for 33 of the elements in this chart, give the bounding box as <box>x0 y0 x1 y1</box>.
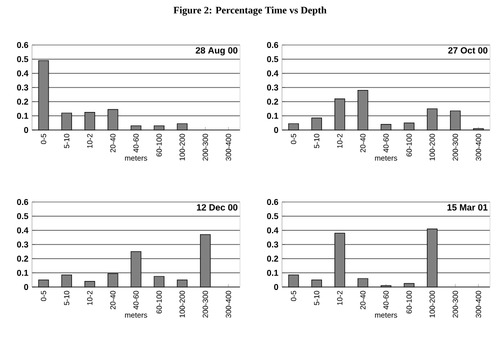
y-tick-label: 0 <box>274 127 278 133</box>
y-tick-label: 0 <box>274 284 278 290</box>
y-tick-label: 0.3 <box>267 84 278 90</box>
y-tick-label: 0.2 <box>17 256 28 262</box>
y-tick-label: 0.5 <box>267 213 278 220</box>
chart-subtitle: 12 Dec 00 <box>196 204 238 211</box>
y-tick-label: 0 <box>24 284 28 290</box>
y-tick-label: 0.3 <box>17 84 28 90</box>
y-tick-label: 0.4 <box>17 70 28 76</box>
chart-title: Figure 2: Percentage Time vs Depth <box>174 6 327 16</box>
y-tick-label: 0.4 <box>267 227 278 234</box>
y-tick-label: 0.3 <box>17 242 28 248</box>
y-tick-label: 0.6 <box>17 42 28 48</box>
y-tick-label: 0.1 <box>267 112 278 119</box>
y-tick-label: 0.6 <box>267 42 278 48</box>
y-tick-label: 0.3 <box>267 242 278 248</box>
y-tick-label: 0.6 <box>17 199 28 205</box>
y-tick-label: 0.2 <box>17 98 28 105</box>
y-tick-label: 0.1 <box>17 270 28 276</box>
y-tick-label: 0.1 <box>267 270 278 276</box>
y-tick-label: 0.6 <box>267 199 278 205</box>
chart-subtitle: 28 Aug 00 <box>196 47 238 56</box>
y-tick-label: 0.5 <box>17 213 28 220</box>
chart-subtitle: 27 Oct 00 <box>448 47 488 54</box>
y-tick-label: 0.5 <box>17 56 28 62</box>
y-tick-label: 0.2 <box>267 98 278 105</box>
chart-subtitle: 15 Mar 01 <box>447 204 488 211</box>
y-tick-label: 0 <box>24 127 28 133</box>
y-tick-label: 0.4 <box>267 70 278 76</box>
y-tick-label: 0.5 <box>267 56 278 62</box>
y-tick-label: 0.4 <box>17 227 28 234</box>
y-tick-label: 0.2 <box>267 256 278 262</box>
y-tick-label: 0.1 <box>17 112 28 119</box>
